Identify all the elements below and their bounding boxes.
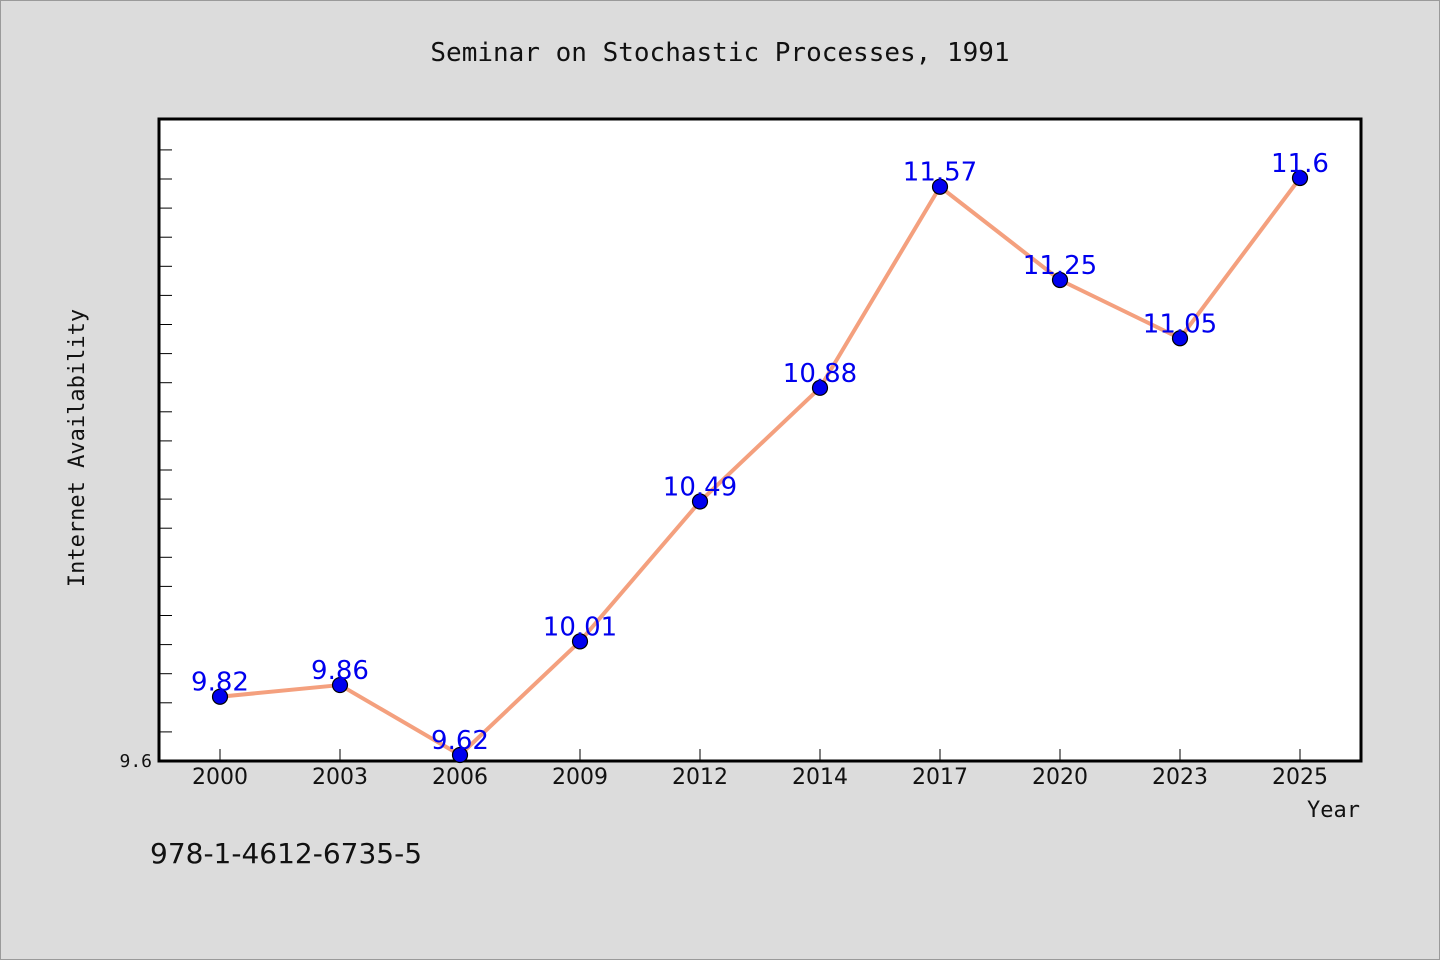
data-label: 11.25 — [1023, 251, 1097, 281]
data-point — [1171, 330, 1189, 347]
data-label: 10.88 — [783, 359, 857, 389]
data-label: 10.49 — [663, 472, 737, 502]
data-point — [811, 379, 829, 396]
data-labels: 9.82 9.86 9.62 10.01 10.49 10.88 11.57 11.25 11.… — [191, 149, 1329, 756]
x-tick-label: 2006 — [432, 765, 488, 790]
data-label: 11.6 — [1271, 149, 1329, 179]
data-label: 9.86 — [311, 656, 369, 686]
x-tick-label: 2020 — [1032, 765, 1088, 790]
data-point — [571, 633, 589, 650]
data-point — [1051, 271, 1069, 289]
data-label: 10.01 — [543, 612, 617, 642]
x-tick-label: 2014 — [792, 765, 848, 790]
data-point — [691, 493, 709, 510]
x-tick-label: 2012 — [672, 765, 728, 790]
x-tick-label: 2025 — [1272, 765, 1328, 790]
x-axis-label: Year — [1307, 798, 1360, 823]
x-tick-label: 2023 — [1152, 765, 1208, 790]
chart-title: Seminar on Stochastic Processes, 1991 — [430, 38, 1009, 68]
isbn-footer: 978-1-4612-6735-5 — [150, 837, 422, 870]
series-line — [219, 176, 1302, 757]
data-label: 11.57 — [903, 158, 977, 188]
data-point — [211, 688, 229, 705]
data-point — [931, 178, 949, 195]
y-axis-label: Internet Availability — [65, 309, 90, 587]
data-label: 9.82 — [191, 668, 249, 698]
x-tick-label: 2000 — [192, 765, 248, 790]
y-tick-label: 9.6 — [119, 751, 152, 772]
data-point — [451, 746, 469, 764]
x-tick-label: 2017 — [912, 765, 968, 790]
data-point — [1291, 169, 1309, 187]
data-label: 11.05 — [1143, 309, 1217, 339]
x-tick-label: 2003 — [312, 765, 368, 790]
data-label: 9.62 — [431, 726, 489, 756]
data-markers — [211, 169, 1309, 764]
data-point — [331, 676, 349, 694]
x-tick-label: 2009 — [552, 765, 608, 790]
y-axis-ticks: 9.6 — [119, 149, 172, 772]
x-axis-ticks: 2000 2003 2006 2009 2012 2014 2017 2020 2023 2025 — [192, 749, 1328, 790]
plot-area — [157, 117, 1363, 763]
